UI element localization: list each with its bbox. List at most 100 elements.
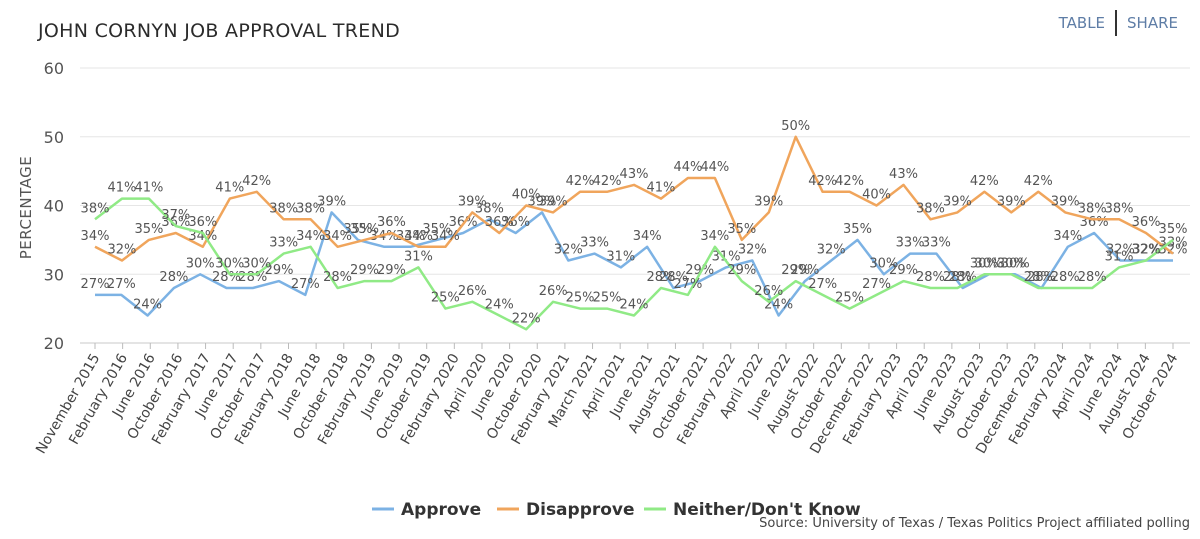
- data-label: 29%: [727, 263, 756, 278]
- data-label: 38%: [916, 201, 945, 216]
- data-label: 40%: [512, 188, 541, 203]
- data-label: 27%: [673, 277, 702, 292]
- data-label: 27%: [862, 277, 891, 292]
- data-label: 38%: [296, 201, 325, 216]
- data-label: 39%: [539, 194, 568, 209]
- data-label: 34%: [323, 229, 352, 244]
- data-label: 35%: [343, 222, 372, 237]
- data-label: 32%: [738, 243, 767, 258]
- data-label: 30%: [869, 256, 898, 271]
- data-label: 25%: [431, 291, 460, 306]
- data-label: 28%: [323, 270, 352, 285]
- y-tick-label: 40: [44, 197, 64, 216]
- data-label: 38%: [1078, 201, 1107, 216]
- data-label: 42%: [808, 174, 837, 189]
- data-label: 27%: [81, 277, 110, 292]
- data-label: 35%: [843, 222, 872, 237]
- data-label: 29%: [889, 263, 918, 278]
- chart-title: JOHN CORNYN JOB APPROVAL TREND: [38, 20, 401, 42]
- data-label: 35%: [134, 222, 163, 237]
- data-label: 34%: [700, 229, 729, 244]
- data-label: 41%: [215, 181, 244, 196]
- actions-divider: [1115, 10, 1118, 36]
- data-label: 32%: [1106, 243, 1135, 258]
- data-label: 33%: [269, 236, 298, 251]
- data-label: 33%: [896, 236, 925, 251]
- data-label: 36%: [485, 215, 514, 230]
- series-line-1: [94, 135, 1174, 262]
- data-label: 30%: [974, 256, 1003, 271]
- data-label: 42%: [1024, 174, 1053, 189]
- data-label: 25%: [835, 291, 864, 306]
- data-label: 30%: [997, 256, 1026, 271]
- data-label: 28%: [943, 270, 972, 285]
- data-label: 32%: [1132, 243, 1161, 258]
- data-label: 35%: [422, 222, 451, 237]
- data-label: 42%: [593, 174, 622, 189]
- data-label: 34%: [1053, 229, 1082, 244]
- data-label: 32%: [817, 243, 846, 258]
- data-label: 44%: [700, 160, 729, 175]
- data-label: 39%: [754, 194, 783, 209]
- data-label: 34%: [404, 229, 433, 244]
- data-label: 28%: [659, 270, 688, 285]
- data-label: 37%: [161, 208, 190, 223]
- data-label: 26%: [458, 284, 487, 299]
- data-label: 42%: [835, 174, 864, 189]
- data-label: 34%: [431, 229, 460, 244]
- data-label: 32%: [554, 243, 583, 258]
- data-label: 29%: [781, 263, 810, 278]
- source-note: Source: University of Texas / Texas Poli…: [759, 516, 1190, 531]
- data-label: 38%: [269, 201, 298, 216]
- data-label: 29%: [685, 263, 714, 278]
- data-label: 30%: [242, 256, 271, 271]
- y-axis-title: PERCENTAGE: [17, 156, 35, 259]
- series-line-2: [94, 197, 1174, 331]
- data-label: 25%: [593, 291, 622, 306]
- data-label: 28%: [1078, 270, 1107, 285]
- data-label: 35%: [727, 222, 756, 237]
- data-label: 24%: [620, 298, 649, 313]
- data-label: 39%: [943, 194, 972, 209]
- data-label: 29%: [265, 263, 294, 278]
- data-label: 28%: [916, 270, 945, 285]
- data-label: 28%: [159, 270, 188, 285]
- share-link[interactable]: SHARE: [1127, 14, 1178, 32]
- data-label: 39%: [1051, 194, 1080, 209]
- legend-label: Neither/Don't Know: [673, 500, 861, 520]
- data-label: 26%: [754, 284, 783, 299]
- table-link[interactable]: TABLE: [1058, 14, 1106, 32]
- data-label: 39%: [528, 194, 557, 209]
- data-label: 30%: [186, 256, 215, 271]
- data-label: 24%: [764, 298, 793, 313]
- data-label: 34%: [188, 229, 217, 244]
- data-label: 32%: [107, 243, 136, 258]
- data-label: 28%: [1024, 270, 1053, 285]
- data-label: 35%: [1159, 222, 1188, 237]
- data-label: 39%: [997, 194, 1026, 209]
- data-label: 50%: [781, 119, 810, 134]
- data-label: 28%: [238, 270, 267, 285]
- data-label: 29%: [790, 263, 819, 278]
- y-tick-label: 50: [44, 128, 64, 147]
- data-label: 26%: [539, 284, 568, 299]
- y-tick-label: 20: [44, 334, 64, 353]
- data-label: 42%: [970, 174, 999, 189]
- data-label: 34%: [633, 229, 662, 244]
- data-label: 38%: [475, 201, 504, 216]
- data-label: 39%: [317, 194, 346, 209]
- data-label: 27%: [808, 277, 837, 292]
- data-label: 38%: [81, 201, 110, 216]
- data-label: 40%: [862, 188, 891, 203]
- chart-actions: TABLE SHARE: [1049, 10, 1188, 36]
- data-label: 33%: [580, 236, 609, 251]
- data-label: 41%: [646, 181, 675, 196]
- data-label: 27%: [107, 277, 136, 292]
- legend-label: Approve: [401, 500, 481, 520]
- data-label: 24%: [133, 298, 162, 313]
- data-label: 36%: [501, 215, 530, 230]
- data-label: 22%: [512, 311, 541, 326]
- data-label: 31%: [1105, 249, 1134, 264]
- data-label: 36%: [1132, 215, 1161, 230]
